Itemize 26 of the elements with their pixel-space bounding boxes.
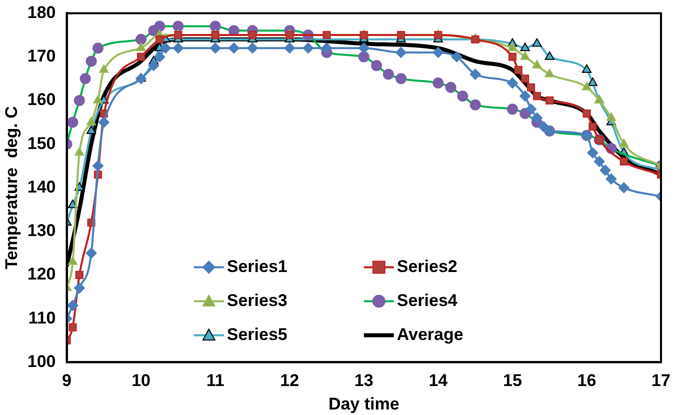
x-tick-label: 12 [280, 371, 300, 390]
y-tick-label: 150 [27, 134, 56, 153]
legend-label: Series2 [396, 256, 458, 276]
y-tick-label: 180 [27, 2, 56, 22]
y-tick-label: 140 [27, 177, 56, 196]
y-tick-label: 100 [27, 352, 56, 371]
legend-label: Series1 [226, 256, 288, 276]
x-tick-label: 15 [502, 371, 522, 390]
x-tick-label: 13 [354, 371, 374, 390]
x-tick-label: 9 [62, 371, 72, 390]
y-tick-label: 170 [27, 46, 56, 66]
x-tick-label: 10 [132, 371, 151, 390]
y-tick-label: 110 [28, 308, 56, 328]
legend-label: Average [396, 324, 464, 344]
legend-label: Series4 [396, 290, 458, 310]
x-tick-label: 16 [577, 371, 596, 390]
y-axis-title: Temperature deg. C [2, 106, 21, 270]
legend-label: Series3 [226, 290, 288, 310]
y-tick-label: 160 [27, 90, 56, 110]
x-axis-title: Day time [328, 394, 400, 414]
y-tick-label: 130 [27, 221, 56, 240]
x-tick-label: 11 [206, 371, 224, 390]
y-tick-label: 120 [27, 264, 56, 284]
x-tick-label: 17 [652, 371, 670, 390]
legend-label: Series5 [226, 324, 288, 344]
x-tick-label: 14 [428, 371, 448, 390]
